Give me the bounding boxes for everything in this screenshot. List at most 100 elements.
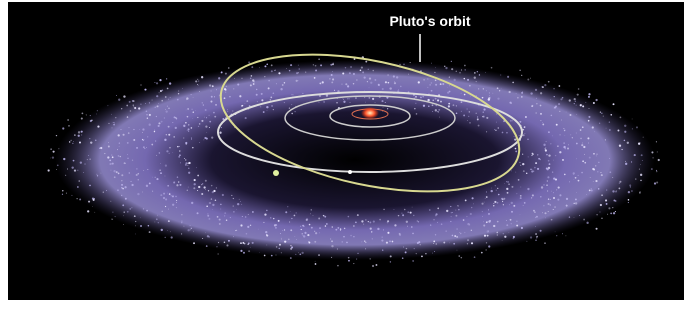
particle [508, 183, 510, 185]
particle [355, 221, 357, 223]
particle [109, 123, 110, 124]
particle [491, 188, 492, 189]
particle [513, 205, 515, 207]
particle [123, 134, 125, 136]
particle [588, 96, 590, 98]
particle [176, 202, 177, 203]
particle [465, 200, 467, 202]
particle [148, 225, 149, 226]
particle [383, 209, 384, 210]
particle [81, 131, 83, 133]
particle [89, 185, 91, 187]
particle [168, 108, 169, 109]
particle [133, 106, 134, 107]
particle [641, 154, 643, 156]
particle [588, 93, 590, 95]
particle [556, 235, 557, 236]
particle [348, 257, 350, 259]
particle [483, 224, 485, 226]
particle [545, 218, 546, 219]
particle [498, 127, 499, 128]
particle [280, 233, 281, 234]
particle [72, 143, 73, 144]
particle [336, 102, 337, 103]
particle [516, 221, 517, 222]
particle [198, 80, 199, 81]
particle [595, 99, 597, 101]
particle [109, 163, 111, 165]
particle [417, 221, 418, 222]
particle [613, 212, 615, 214]
particle [156, 178, 158, 180]
particle [183, 125, 185, 127]
particle [576, 158, 577, 159]
particle [364, 240, 365, 241]
particle [625, 161, 626, 162]
particle [165, 237, 166, 238]
particle [79, 198, 81, 200]
particle [435, 234, 436, 235]
particle [601, 218, 602, 219]
particle [218, 253, 219, 254]
particle [454, 235, 456, 237]
particle [193, 97, 194, 98]
particle [656, 141, 657, 142]
particle [580, 138, 582, 140]
particle [128, 132, 130, 134]
particle [584, 162, 586, 164]
particle [173, 136, 175, 138]
particle [548, 160, 550, 162]
particle [50, 148, 51, 149]
particle [607, 214, 608, 215]
particle [276, 83, 277, 84]
particle [458, 206, 459, 207]
particle [502, 201, 503, 202]
particle [522, 163, 524, 165]
particle [133, 139, 134, 140]
particle [113, 124, 115, 126]
particle [319, 102, 320, 103]
particle [588, 120, 590, 122]
particle [501, 198, 503, 200]
particle [225, 92, 226, 93]
particle [187, 229, 189, 231]
particle [273, 92, 275, 94]
particle [136, 168, 138, 170]
particle [535, 240, 536, 241]
particle [290, 211, 291, 212]
particle [394, 209, 395, 210]
particle [201, 193, 203, 195]
particle [361, 220, 363, 222]
particle [191, 228, 192, 229]
particle [96, 174, 97, 175]
particle [582, 143, 583, 144]
particle [532, 153, 534, 155]
particle [506, 132, 508, 134]
particle [369, 87, 370, 88]
particle [632, 128, 633, 129]
particle [177, 146, 179, 148]
particle [205, 232, 206, 233]
particle [453, 79, 455, 81]
particle [195, 110, 196, 111]
particle [176, 207, 177, 208]
particle [214, 96, 215, 97]
particle [501, 88, 502, 89]
particle [203, 186, 205, 188]
particle [112, 212, 113, 213]
particle [546, 141, 547, 142]
particle [326, 94, 328, 96]
particle [314, 241, 316, 243]
particle [248, 250, 250, 252]
particle [517, 97, 519, 99]
particle [116, 171, 118, 173]
particle [488, 213, 490, 215]
particle [279, 244, 281, 246]
particle [156, 218, 158, 220]
particle [268, 80, 270, 82]
particle [198, 186, 200, 188]
particle [463, 114, 465, 116]
particle [108, 142, 109, 143]
particle [163, 197, 165, 199]
particle [512, 120, 513, 121]
